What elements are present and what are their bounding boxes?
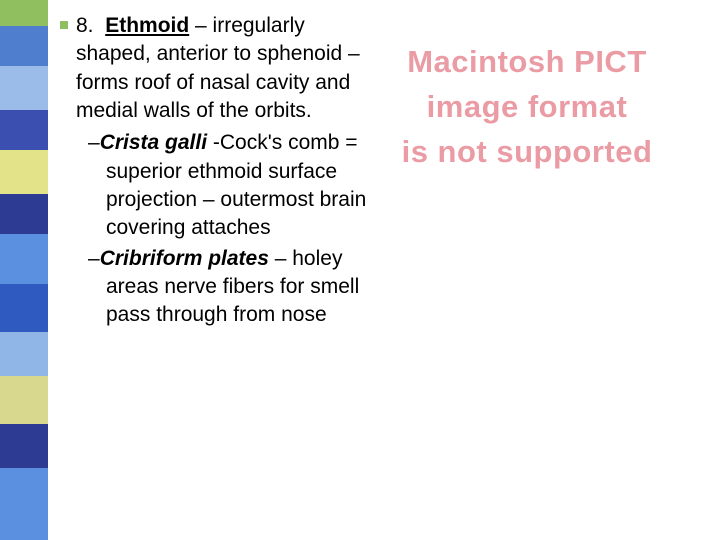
- sidebar-block: [0, 150, 48, 194]
- sidebar-block: [0, 110, 48, 150]
- sidebar-block: [0, 468, 48, 540]
- color-sidebar: [0, 0, 48, 540]
- slide-content: 8. Ethmoid – irregularly shaped, anterio…: [60, 12, 370, 332]
- sidebar-block: [0, 234, 48, 284]
- sidebar-block: [0, 284, 48, 332]
- sidebar-block: [0, 424, 48, 468]
- dash: –: [88, 131, 100, 154]
- sidebar-block: [0, 376, 48, 424]
- sidebar-block: [0, 0, 48, 26]
- sub-item-cribriform: –Cribriform plates – holey areas nerve f…: [88, 245, 370, 330]
- sidebar-block: [0, 66, 48, 110]
- sidebar-block: [0, 194, 48, 234]
- term-ethmoid: Ethmoid: [105, 14, 189, 37]
- term-cribriform-plates: Cribriform plates: [100, 247, 269, 270]
- sub-item-crista-galli: –Crista galli -Cock's comb = superior et…: [88, 129, 370, 242]
- dash: –: [88, 247, 100, 270]
- sub-list: –Crista galli -Cock's comb = superior et…: [88, 129, 370, 329]
- sidebar-block: [0, 26, 48, 66]
- watermark-line: image format: [352, 85, 702, 130]
- pict-watermark: Macintosh PICT image format is not suppo…: [352, 40, 702, 175]
- watermark-line: is not supported: [352, 130, 702, 175]
- bullet-square: [60, 21, 68, 29]
- main-text: 8. Ethmoid – irregularly shaped, anterio…: [76, 12, 370, 125]
- sidebar-block: [0, 332, 48, 376]
- term-crista-galli: Crista galli: [100, 131, 207, 154]
- item-number: 8.: [76, 14, 94, 37]
- main-bullet-row: 8. Ethmoid – irregularly shaped, anterio…: [60, 12, 370, 125]
- watermark-line: Macintosh PICT: [352, 40, 702, 85]
